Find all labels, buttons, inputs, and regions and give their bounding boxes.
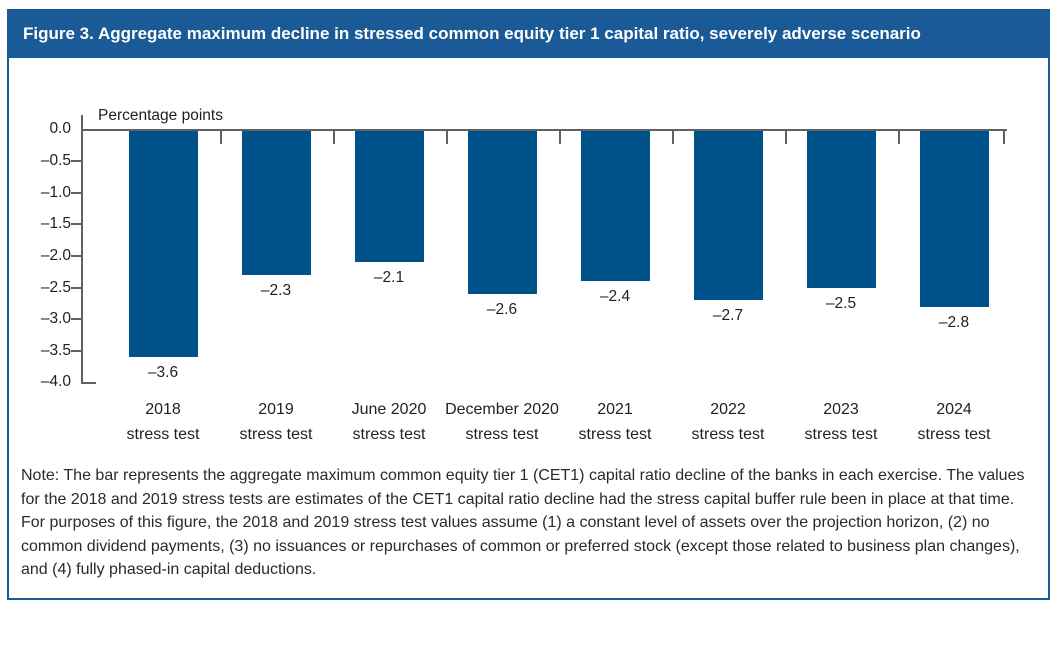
bar-value-label: –2.5 bbox=[825, 294, 857, 312]
bar bbox=[128, 129, 198, 358]
x-category-year: 2022 bbox=[710, 401, 746, 419]
bar bbox=[241, 129, 311, 275]
x-tick bbox=[784, 131, 787, 145]
x-tick bbox=[1003, 131, 1005, 145]
y-tick-label: –0.5 bbox=[40, 152, 71, 170]
y-tick bbox=[71, 286, 81, 289]
bar-value-label: –2.7 bbox=[712, 307, 744, 325]
x-category-year: 2024 bbox=[936, 401, 972, 419]
bar bbox=[693, 129, 763, 301]
figure-title: Figure 3. Aggregate maximum decline in s… bbox=[23, 24, 921, 43]
bar-value-label: –2.3 bbox=[260, 281, 292, 299]
chart-area: Percentage points 0.0 –0.5 –1.0 –1.5 –2.0 –2.… bbox=[9, 58, 1048, 455]
y-axis-foot bbox=[81, 382, 96, 385]
y-tick bbox=[71, 160, 81, 163]
x-tick bbox=[671, 131, 674, 145]
bar-value-label: –2.6 bbox=[486, 300, 518, 318]
x-category-suffix: stress test bbox=[804, 426, 878, 444]
x-category-label: 2024 stress test bbox=[869, 397, 1039, 447]
bar-value-label: –3.6 bbox=[147, 364, 179, 382]
x-tick bbox=[897, 131, 900, 145]
x-category-year: 2019 bbox=[258, 401, 294, 419]
x-category-suffix: stress test bbox=[239, 426, 313, 444]
x-category-suffix: stress test bbox=[917, 426, 991, 444]
y-tick-label: –3.5 bbox=[40, 341, 71, 359]
bar bbox=[919, 129, 989, 307]
y-tick bbox=[71, 318, 81, 321]
y-tick-label: 0.0 bbox=[49, 120, 71, 138]
figure-title-bar: Figure 3. Aggregate maximum decline in s… bbox=[9, 11, 1048, 59]
bar-value-label: –2.4 bbox=[599, 288, 631, 306]
x-category-label: 2019 stress test bbox=[191, 397, 361, 447]
x-tick bbox=[332, 131, 335, 145]
x-category-year: 2023 bbox=[823, 401, 859, 419]
x-category-label: December 2020 stress test bbox=[417, 397, 587, 447]
bar bbox=[354, 129, 424, 263]
x-tick bbox=[558, 131, 561, 145]
y-tick bbox=[71, 191, 81, 194]
bar-value-label: –2.1 bbox=[373, 269, 405, 287]
y-tick-label: –4.0 bbox=[40, 373, 71, 391]
y-tick-label: –2.0 bbox=[40, 246, 71, 264]
x-category-suffix: stress test bbox=[691, 426, 765, 444]
x-category-year: December 2020 bbox=[445, 401, 559, 419]
y-tick bbox=[71, 223, 81, 226]
y-tick-label: –3.0 bbox=[40, 310, 71, 328]
x-axis-line bbox=[81, 129, 1007, 132]
x-category-year: 2021 bbox=[597, 401, 633, 419]
x-category-suffix: stress test bbox=[578, 426, 652, 444]
y-axis-unit-label: Percentage points bbox=[98, 107, 223, 125]
figure-note: Note: The bar represents the aggregate m… bbox=[21, 467, 1025, 579]
x-category-label: 2022 stress test bbox=[643, 397, 813, 447]
y-axis-line bbox=[81, 115, 83, 385]
x-category-label: June 2020 stress test bbox=[304, 397, 474, 447]
x-category-label: 2018 stress test bbox=[78, 397, 248, 447]
x-tick bbox=[445, 131, 448, 145]
x-category-suffix: stress test bbox=[126, 426, 200, 444]
y-tick bbox=[71, 254, 81, 257]
x-category-suffix: stress test bbox=[352, 426, 426, 444]
x-tick bbox=[219, 131, 222, 145]
x-category-label: 2023 stress test bbox=[756, 397, 926, 447]
plot-area: Percentage points 0.0 –0.5 –1.0 –1.5 –2.0 –2.… bbox=[41, 107, 1011, 443]
bar bbox=[806, 129, 876, 288]
y-tick-label: –2.5 bbox=[40, 278, 71, 296]
x-category-label: 2021 stress test bbox=[530, 397, 700, 447]
x-category-year: June 2020 bbox=[351, 401, 427, 419]
x-category-year: 2018 bbox=[145, 401, 181, 419]
y-tick-label: –1.0 bbox=[40, 183, 71, 201]
y-tick bbox=[71, 349, 81, 352]
figure-panel: Figure 3. Aggregate maximum decline in s… bbox=[7, 9, 1050, 600]
y-tick-label: –1.5 bbox=[40, 215, 71, 233]
bar bbox=[580, 129, 650, 282]
x-category-suffix: stress test bbox=[465, 426, 539, 444]
bar bbox=[467, 129, 537, 294]
bar-value-label: –2.8 bbox=[938, 313, 970, 331]
